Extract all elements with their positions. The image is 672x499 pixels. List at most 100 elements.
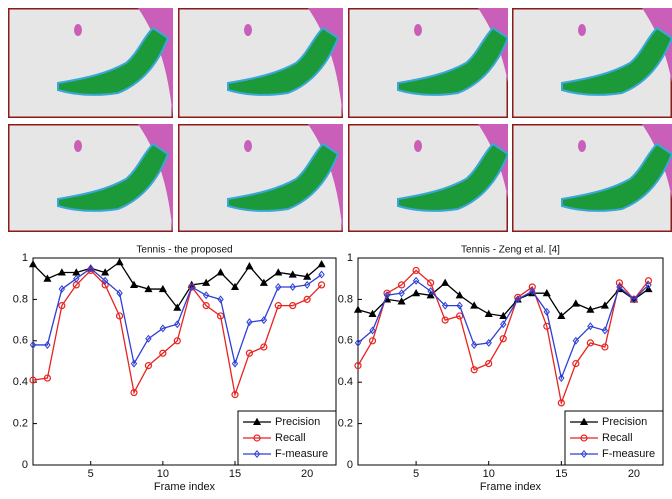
marker bbox=[101, 276, 109, 285]
thumbnails bbox=[8, 8, 672, 232]
x-axis-label: Frame index bbox=[154, 481, 216, 493]
marker bbox=[144, 284, 153, 293]
marker bbox=[571, 299, 580, 307]
marker bbox=[601, 326, 609, 335]
marker bbox=[455, 291, 464, 299]
marker bbox=[354, 338, 362, 347]
marker bbox=[586, 305, 595, 313]
series-line bbox=[33, 267, 322, 366]
marker bbox=[580, 434, 588, 442]
y-tick-label: 0.4 bbox=[338, 376, 353, 388]
marker bbox=[412, 266, 420, 275]
marker bbox=[202, 278, 211, 286]
thumbnail bbox=[8, 124, 173, 232]
marker bbox=[484, 309, 493, 317]
marker bbox=[245, 349, 254, 357]
x-tick-label: 15 bbox=[229, 468, 241, 480]
marker bbox=[217, 295, 224, 304]
marker bbox=[274, 302, 282, 310]
marker bbox=[129, 280, 139, 288]
marker bbox=[252, 417, 262, 426]
marker bbox=[441, 316, 449, 324]
marker bbox=[259, 278, 268, 286]
marker bbox=[557, 399, 565, 407]
marker bbox=[230, 282, 240, 291]
marker bbox=[289, 282, 296, 291]
marker bbox=[245, 262, 254, 270]
marker bbox=[115, 312, 124, 320]
x-tick-label: 15 bbox=[555, 468, 567, 480]
marker bbox=[499, 311, 508, 320]
x-tick-label: 10 bbox=[483, 468, 495, 480]
legend-label: F-measure bbox=[602, 448, 655, 460]
marker bbox=[514, 295, 521, 304]
marker bbox=[43, 274, 52, 282]
marker bbox=[470, 301, 479, 309]
marker bbox=[101, 268, 110, 276]
marker bbox=[644, 277, 653, 285]
marker bbox=[159, 349, 167, 357]
marker bbox=[616, 282, 623, 291]
y-tick-label: 0 bbox=[347, 459, 353, 471]
marker bbox=[130, 388, 138, 397]
marker bbox=[456, 301, 463, 310]
marker bbox=[116, 289, 123, 298]
marker bbox=[543, 307, 551, 316]
marker bbox=[528, 283, 536, 291]
marker bbox=[317, 259, 326, 268]
marker bbox=[260, 316, 268, 325]
marker bbox=[586, 339, 594, 347]
marker bbox=[427, 287, 434, 296]
marker bbox=[144, 362, 153, 370]
marker bbox=[529, 287, 536, 296]
legend-label: Precision bbox=[275, 416, 320, 428]
thumbnail bbox=[178, 124, 343, 232]
marker bbox=[397, 297, 406, 305]
marker bbox=[73, 274, 80, 283]
marker bbox=[456, 312, 464, 320]
marker bbox=[630, 295, 638, 304]
y-tick-label: 0 bbox=[22, 459, 28, 471]
marker bbox=[354, 362, 362, 370]
marker bbox=[101, 281, 109, 289]
marker bbox=[246, 318, 253, 327]
marker bbox=[600, 301, 609, 309]
marker bbox=[542, 288, 551, 297]
y-tick-label: 1 bbox=[347, 252, 353, 264]
x-tick-label: 20 bbox=[301, 468, 313, 480]
marker bbox=[29, 340, 37, 349]
marker bbox=[369, 326, 376, 335]
marker bbox=[470, 366, 478, 374]
marker bbox=[383, 291, 391, 300]
thumbnail bbox=[512, 124, 672, 232]
thumbnail bbox=[348, 124, 508, 232]
marker bbox=[601, 343, 609, 351]
marker bbox=[485, 338, 492, 347]
marker bbox=[202, 302, 210, 310]
legend-label: Precision bbox=[602, 416, 647, 428]
marker bbox=[558, 374, 565, 383]
series-line bbox=[357, 269, 649, 406]
marker bbox=[58, 302, 66, 310]
marker bbox=[318, 270, 325, 279]
legend-label: Recall bbox=[275, 432, 306, 444]
marker bbox=[253, 449, 261, 459]
chart-title: Tennis - the proposed bbox=[136, 245, 232, 256]
chart-title: Tennis - Zeng et al. [4] bbox=[461, 245, 560, 256]
marker bbox=[231, 391, 239, 399]
marker bbox=[427, 279, 435, 287]
marker bbox=[115, 257, 124, 266]
marker bbox=[572, 336, 580, 345]
marker bbox=[303, 272, 312, 280]
y-tick-label: 0.8 bbox=[13, 293, 28, 305]
x-tick-label: 20 bbox=[628, 468, 640, 480]
marker bbox=[397, 281, 406, 289]
marker bbox=[44, 340, 51, 349]
marker bbox=[289, 302, 297, 310]
marker bbox=[303, 295, 311, 303]
marker bbox=[158, 284, 167, 293]
marker bbox=[368, 337, 377, 345]
marker bbox=[317, 281, 326, 289]
marker bbox=[253, 434, 261, 442]
